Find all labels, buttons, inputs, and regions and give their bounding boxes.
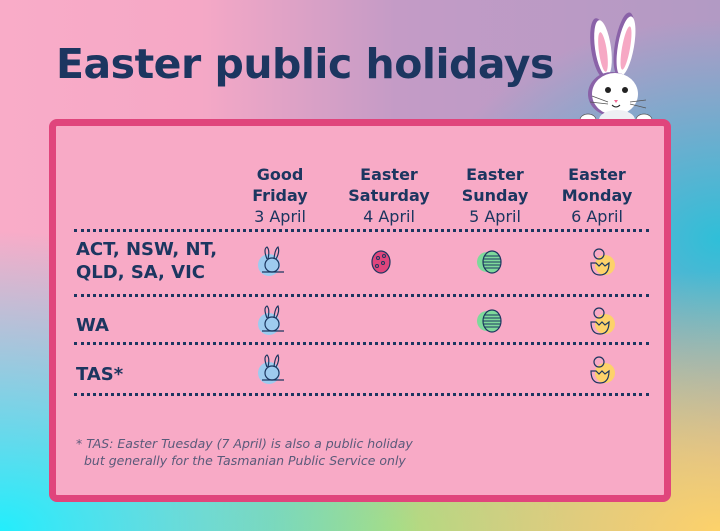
bunny-mascot-icon [579,12,653,128]
divider [74,294,649,297]
holiday-table-panel: Good Friday 3 April Easter Saturday 4 April … [49,119,671,502]
divider [74,342,649,345]
divider [74,229,649,232]
striped-egg-icon [477,250,502,274]
column-easter-monday: Easter Monday 6 April [561,165,633,226]
row-label-act-nsw: ACT, NSW, NT, QLD, SA, VIC [76,239,218,283]
bunny-icon [258,354,284,384]
hatching-chick-icon [590,356,615,384]
page-title: Easter public holidays [56,40,554,88]
column-easter-saturday: Easter Saturday 4 April [348,165,430,226]
divider [74,393,649,396]
column-good-friday: Good Friday 3 April [252,165,308,226]
column-easter-sunday: Easter Sunday 5 April [461,165,529,226]
hatching-chick-icon [590,248,615,276]
hatching-chick-icon [590,307,615,335]
row-label-tas: TAS* [76,364,124,385]
bunny-icon [258,305,284,335]
footnote: * TAS: Easter Tuesday (7 April) is also … [76,436,413,468]
dotted-egg-icon [371,250,391,274]
bunny-icon [258,246,284,276]
row-label-wa: WA [76,315,109,336]
striped-egg-icon [477,309,502,333]
